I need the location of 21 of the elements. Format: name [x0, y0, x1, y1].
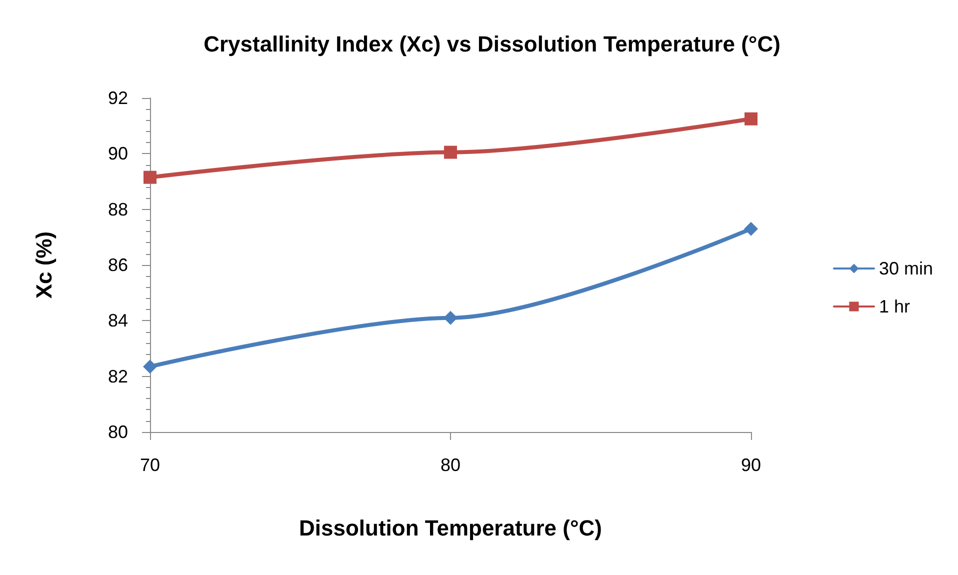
y-tick-label: 92	[108, 88, 128, 108]
x-tick-label: 80	[440, 455, 461, 475]
y-tick-label: 82	[108, 366, 128, 386]
x-tick-label: 90	[740, 455, 762, 475]
point	[744, 112, 758, 126]
point	[744, 222, 758, 236]
y-tick-label: 86	[108, 255, 128, 275]
x-tick-label: 70	[140, 455, 160, 475]
point	[143, 360, 157, 374]
y-axis-title: Xc (%)	[32, 231, 56, 299]
y-tick-label: 90	[108, 144, 128, 164]
point	[144, 170, 156, 184]
y-tick-label: 84	[108, 310, 128, 331]
legend-label: 30 min	[878, 258, 934, 278]
point	[444, 146, 457, 159]
legend-label: 1 hr	[878, 296, 910, 316]
y-tick-label: 80	[108, 422, 128, 442]
point	[444, 310, 458, 325]
chart-title: Crystallinity Index (Xc) vs Dissolution Temperature (°C)	[204, 32, 780, 56]
x-axis-title: Dissolution Temperature (°C)	[299, 516, 602, 540]
y-tick-label: 88	[108, 199, 128, 220]
